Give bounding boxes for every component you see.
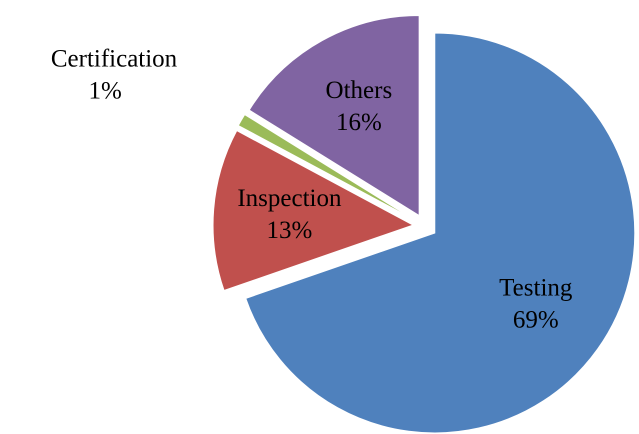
- slice-label: Testing: [499, 275, 573, 302]
- pie-slice: [245, 32, 636, 434]
- slice-label: Inspection: [237, 185, 342, 212]
- slice-label: Others: [326, 77, 393, 104]
- pie-slice: [237, 113, 415, 221]
- slice-label: Certification: [51, 46, 178, 73]
- slice-value-label: 1%: [89, 78, 122, 105]
- pie-slice: [212, 129, 415, 292]
- slice-value-label: 13%: [267, 217, 313, 244]
- slice-value-label: 16%: [336, 109, 382, 136]
- pie-slice: [248, 15, 420, 217]
- slice-value-label: 69%: [513, 307, 559, 334]
